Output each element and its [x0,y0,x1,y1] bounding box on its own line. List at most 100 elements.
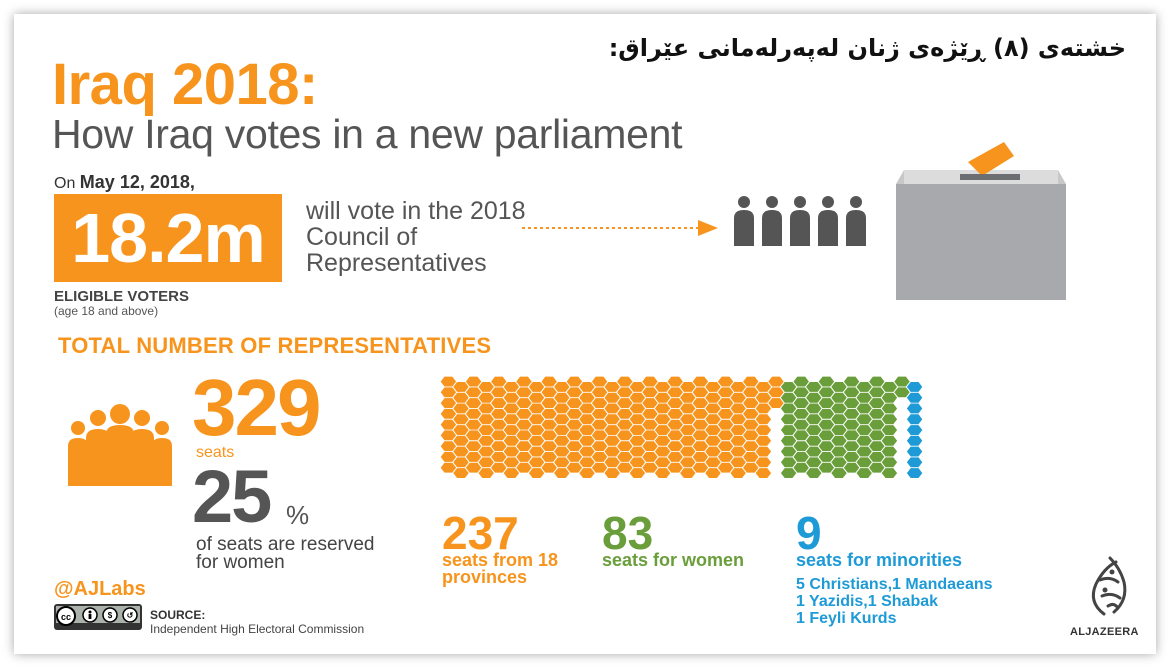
seat-hexagon [869,398,885,408]
women-seats-value: 83 [602,507,654,559]
svg-text:↺: ↺ [127,611,134,620]
seat-hexagon [478,382,494,392]
seat-hexagon [528,414,545,425]
seat-hexagon [743,387,759,398]
seat-hexagon [591,376,608,387]
seat-hexagon [818,408,835,419]
seat-hexagon [642,398,658,408]
seat-hexagon [881,435,898,446]
province-seats-value: 237 [442,507,519,559]
seat-hexagon [755,382,772,392]
seat-hexagon [453,457,469,468]
seat-hexagon [906,414,923,425]
total-seats: 329 [192,363,321,452]
seat-hexagon [667,462,683,473]
seat-hexagon [730,403,746,414]
arrow-icon [522,220,718,236]
seat-hexagon [566,376,583,387]
seat-hexagon [491,398,507,408]
seat-hexagon [516,398,532,408]
seat-hexagon [856,403,872,414]
seat-hexagon [440,419,457,430]
seat-hexagon [541,419,557,430]
seat-hexagon [579,425,595,435]
seat-hexagon [793,398,809,408]
seat-hexagon [491,430,507,441]
seat-hexagon [503,435,520,446]
seat-hexagon [717,452,734,462]
seat-hexagon [503,446,520,457]
seat-hexagon [465,376,482,387]
seat-hexagon [881,425,898,435]
seat-hexagon [503,468,520,478]
seat-hexagon [692,419,709,430]
seat-hex-grid [440,376,923,478]
seat-hexagon [856,414,872,425]
seat-hexagon [743,419,759,430]
seat-hexagon [730,457,746,468]
seat-hexagon [604,435,620,446]
seat-hexagon [894,376,910,387]
seat-hexagon [566,408,583,419]
seat-hexagon [717,430,734,441]
seat-hexagon [894,387,910,398]
seat-hexagon [629,425,646,435]
seat-hexagon [768,387,784,398]
seat-hexagon [491,419,507,430]
seat-hexagon [680,382,696,392]
election-date: May 12, 2018, [79,172,195,192]
seat-hexagon [591,398,608,408]
svg-text:cc: cc [61,612,71,622]
seat-hexagon [440,387,457,398]
seat-hexagon [503,403,520,414]
seat-hexagon [579,403,595,414]
seat-hexagon [667,452,683,462]
source-label: SOURCE: [150,608,206,622]
seat-hexagon [541,452,557,462]
page-title: Iraq 2018: [52,52,318,117]
seat-hexagon [831,446,847,457]
seat-hexagon [554,403,570,414]
seat-hexagon [906,446,923,457]
seat-hexagon [780,457,797,468]
seat-hexagon [730,425,746,435]
seat-hexagon [856,468,872,478]
seat-hexagon [856,457,872,468]
seat-hexagon [831,435,847,446]
seat-hexagon [528,435,545,446]
seat-hexagon [743,398,759,408]
seat-hexagon [906,468,923,478]
seat-hexagon [667,408,683,419]
minority-line: 1 Feyli Kurds [796,610,897,627]
seat-hexagon [579,457,595,468]
seat-hexagon [642,408,658,419]
seat-hexagon [793,376,809,387]
seat-hexagon [516,452,532,462]
seat-hexagon [642,430,658,441]
seat-hexagon [818,452,835,462]
infographic-frame [14,14,1156,654]
voters-count: 18.2m [54,194,282,282]
seat-hexagon [516,430,532,441]
seat-hexagon [528,403,545,414]
seat-hexagon [843,419,860,430]
seat-hexagon [617,387,633,398]
seat-hexagon [881,403,898,414]
seat-hexagon [604,414,620,425]
ajlabs-credit[interactable]: @AJLabs [54,578,146,600]
seat-hexagon [793,441,809,452]
seat-hexagon [705,414,721,425]
minority-line: 1 Yazidis,1 Shabak [796,593,939,610]
seat-hexagon [465,387,482,398]
seat-hexagon [881,392,898,403]
total-seats-label: seats [196,444,235,461]
seat-hexagon [780,446,797,457]
seat-hexagon [705,446,721,457]
seat-hexagon [629,457,646,468]
seat-hexagon [591,462,608,473]
seat-hexagon [705,435,721,446]
seat-hexagon [503,457,520,468]
seat-hexagon [654,446,671,457]
seat-hexagon [667,441,683,452]
seat-hexagon [591,419,608,430]
